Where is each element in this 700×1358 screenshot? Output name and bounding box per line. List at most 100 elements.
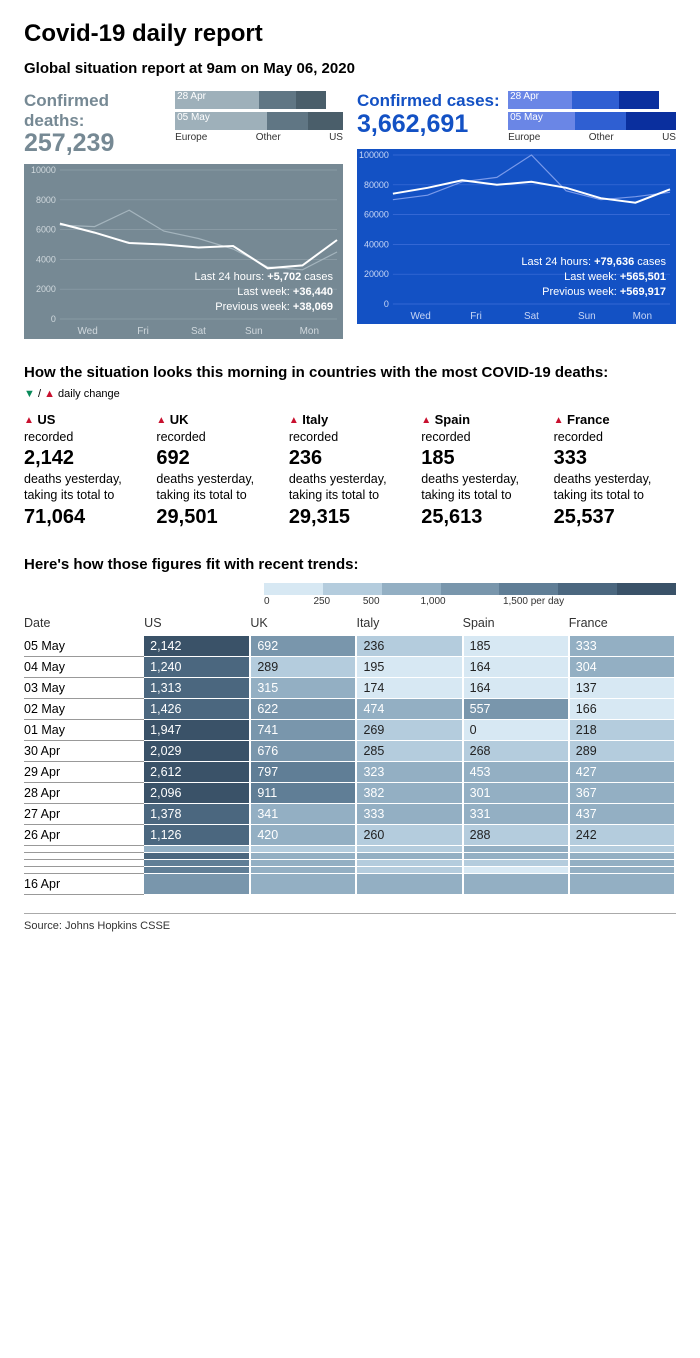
table-row: 04 May1,240289195164304: [24, 656, 675, 677]
stack-segment: [267, 112, 307, 130]
scale-labels: 02505001,0001,500 per day: [264, 596, 676, 607]
country-name: UK: [170, 412, 189, 427]
svg-text:Wed: Wed: [410, 311, 430, 322]
heat-cell: [144, 852, 250, 859]
legend-daily-change: ▼ / ▲ daily change: [24, 388, 676, 400]
scale-bar: [264, 583, 676, 595]
country-card: ▲ France recorded 333 deaths yesterday, …: [554, 412, 676, 530]
deaths-chart: 0200040006000800010000WedFriSatSunMonLas…: [24, 164, 343, 339]
date-cell: 29 Apr: [24, 761, 144, 782]
heat-cell: 1,426: [144, 698, 250, 719]
svg-text:Sat: Sat: [191, 326, 206, 337]
triangle-up-icon: ▲: [24, 415, 34, 426]
heat-cell: 427: [569, 761, 675, 782]
country-cards: ▲ US recorded 2,142 deaths yesterday, ta…: [24, 412, 676, 530]
heat-cell: 797: [250, 761, 356, 782]
stack-legend-label: Other: [256, 132, 281, 143]
heat-cell: [250, 873, 356, 894]
cases-chart-overlay: Last 24 hours: +79,636 casesLast week: +…: [521, 255, 666, 300]
country-card: ▲ UK recorded 692 deaths yesterday, taki…: [156, 412, 278, 530]
heat-cell: [463, 873, 569, 894]
daily-deaths: 333: [554, 445, 676, 471]
stack-segment: [572, 91, 619, 109]
deaths-yesterday-label: deaths yesterday, taking its total to: [554, 472, 652, 502]
heat-cell: 692: [250, 636, 356, 657]
deaths-yesterday-label: deaths yesterday, taking its total to: [24, 472, 122, 502]
table-row: 28 Apr2,096911382301367: [24, 782, 675, 803]
heat-cell: 269: [356, 719, 462, 740]
heat-cell: 676: [250, 740, 356, 761]
svg-text:20000: 20000: [364, 269, 389, 279]
heat-cell: 315: [250, 677, 356, 698]
date-cell: [24, 852, 144, 859]
svg-text:Sun: Sun: [578, 311, 596, 322]
heat-cell: 218: [569, 719, 675, 740]
recorded-label: recorded: [24, 429, 146, 445]
total-deaths: 71,064: [24, 504, 146, 530]
heat-cell: 437: [569, 803, 675, 824]
cases-panel: Confirmed cases:3,662,69128 Apr05 MayEur…: [357, 91, 676, 339]
svg-text:80000: 80000: [364, 180, 389, 190]
date-cell: 03 May: [24, 677, 144, 698]
heat-cell: 622: [250, 698, 356, 719]
deaths-label: Confirmed deaths:: [24, 91, 167, 130]
heat-cell: 288: [463, 824, 569, 845]
table-row: 27 Apr1,378341333331437: [24, 803, 675, 824]
country-name: France: [567, 412, 610, 427]
color-scale: 02505001,0001,500 per day: [24, 583, 676, 607]
total-deaths: 25,537: [554, 504, 676, 530]
heat-cell: 474: [356, 698, 462, 719]
heat-cell: [569, 852, 675, 859]
daily-deaths: 236: [289, 445, 411, 471]
svg-text:60000: 60000: [364, 210, 389, 220]
country-name: Spain: [435, 412, 470, 427]
trends-title: Here's how those figures fit with recent…: [24, 556, 676, 573]
recorded-label: recorded: [421, 429, 543, 445]
table-row: 05 May2,142692236185333: [24, 636, 675, 657]
table-row: 01 May1,9477412690218: [24, 719, 675, 740]
heat-cell: 164: [463, 656, 569, 677]
top-panels: Confirmed deaths:257,23928 Apr05 MayEuro…: [24, 91, 676, 339]
heat-cell: [250, 845, 356, 852]
date-cell: 02 May: [24, 698, 144, 719]
stack-segment: [619, 91, 659, 109]
heat-cell: 333: [356, 803, 462, 824]
heat-cell: [356, 845, 462, 852]
triangle-up-icon: ▲: [289, 415, 299, 426]
heat-cell: 1,240: [144, 656, 250, 677]
heat-cell: [569, 845, 675, 852]
heat-cell: 242: [569, 824, 675, 845]
heat-cell: [356, 859, 462, 866]
svg-text:2000: 2000: [36, 284, 56, 294]
heat-cell: 166: [569, 698, 675, 719]
heat-cell: 911: [250, 782, 356, 803]
page-title: Covid-19 daily report: [24, 20, 676, 48]
heat-cell: 289: [250, 656, 356, 677]
heat-cell: 301: [463, 782, 569, 803]
date-cell: 27 Apr: [24, 803, 144, 824]
heat-cell: 0: [463, 719, 569, 740]
stack-segment: [626, 112, 676, 130]
svg-text:4000: 4000: [36, 254, 56, 264]
heat-cell: [250, 852, 356, 859]
date-cell: [24, 859, 144, 866]
table-header: Date: [24, 613, 144, 636]
total-deaths: 29,315: [289, 504, 411, 530]
country-card: ▲ Italy recorded 236 deaths yesterday, t…: [289, 412, 411, 530]
heat-cell: 2,096: [144, 782, 250, 803]
triangle-up-icon: ▲: [554, 415, 564, 426]
heat-cell: 2,142: [144, 636, 250, 657]
table-row: 29 Apr2,612797323453427: [24, 761, 675, 782]
stack-legend-label: Other: [589, 132, 614, 143]
heat-cell: 304: [569, 656, 675, 677]
table-row: [24, 852, 675, 859]
heat-cell: 185: [463, 636, 569, 657]
stack-legend-label: US: [662, 132, 676, 143]
heat-cell: [144, 873, 250, 894]
heat-cell: [569, 859, 675, 866]
heat-cell: 195: [356, 656, 462, 677]
country-name: US: [37, 412, 55, 427]
date-cell: 28 Apr: [24, 782, 144, 803]
heat-cell: 268: [463, 740, 569, 761]
recorded-label: recorded: [156, 429, 278, 445]
